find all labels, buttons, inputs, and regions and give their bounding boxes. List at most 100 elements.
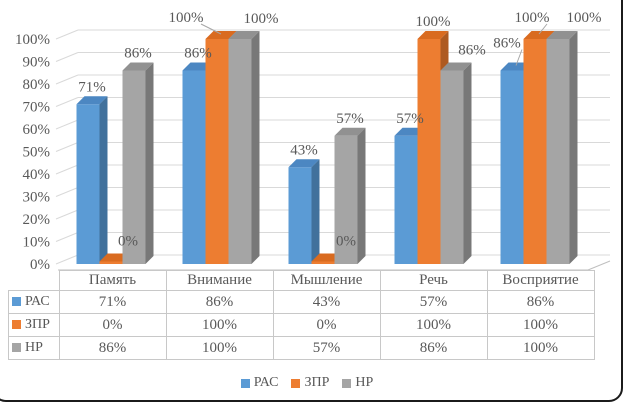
gridline-slant: [55, 29, 79, 40]
table-value-cell: 100%: [379, 313, 488, 337]
y-axis-tick-label: 20%: [23, 212, 51, 228]
table-value-cell: 86%: [165, 290, 274, 314]
y-axis-tick-label: 80%: [23, 77, 51, 93]
bar-top-face: [523, 31, 555, 39]
data-label: 57%: [336, 111, 364, 127]
legend-item-ЗПР: ЗПР: [291, 375, 329, 391]
data-label: 100%: [169, 10, 204, 26]
table-corner-cell: [8, 270, 60, 291]
table-value-cell: 43%: [272, 290, 381, 314]
y-axis-tick-label: 100%: [15, 32, 50, 48]
data-label: 100%: [515, 10, 550, 26]
bar-РАС-Восприятие: [500, 70, 524, 264]
series-key-icon: [12, 320, 21, 329]
bar-РАС-Мышление: [288, 167, 312, 264]
table-value-cell: 86%: [486, 290, 595, 314]
bar-side-face: [145, 62, 154, 264]
bar-side-face: [569, 31, 578, 264]
category-label: Память: [58, 270, 167, 291]
bar-РАС-Внимание: [182, 70, 206, 264]
y-axis-tick-label: 40%: [23, 167, 51, 183]
table-value-cell: 57%: [379, 290, 488, 314]
data-label: 100%: [567, 10, 602, 26]
bar-НР-Речь: [440, 70, 464, 264]
y-axis-tick-label: 30%: [23, 190, 51, 206]
series-key-cell: ЗПР: [8, 313, 60, 337]
label-leader-line: [538, 23, 548, 35]
bar-top-face: [546, 31, 578, 39]
bar-ЗПР-Восприятие: [523, 39, 547, 264]
bar-side-face: [463, 62, 472, 264]
table-value-cell: 100%: [165, 313, 274, 337]
y-axis-tick-label: 50%: [23, 145, 51, 161]
bar-НР-Восприятие: [546, 39, 570, 264]
data-table-body: Память Внимание Мышление Речь Восприятие РАС 7…: [8, 270, 595, 360]
legend-label: РАС: [253, 375, 279, 390]
y-axis-tick-label: 90%: [23, 55, 51, 71]
bar-РАС-Память: [76, 104, 100, 264]
data-label: 100%: [416, 14, 451, 30]
legend-label: ЗПР: [304, 375, 330, 390]
category-label: Внимание: [165, 270, 274, 291]
series-key-icon: [12, 343, 21, 352]
bar-top-face: [205, 31, 237, 39]
table-value-cell: 86%: [379, 336, 488, 360]
bar-top-face: [440, 62, 472, 71]
bar-НР-Мышление: [334, 135, 358, 264]
bar-top-face: [334, 127, 366, 136]
gridline-slant: [55, 209, 79, 220]
bar-top-face: [122, 62, 154, 71]
gridline-slant: [55, 52, 79, 62]
table-row-РАС: РАС 71% 86% 43% 57% 86%: [8, 290, 595, 314]
legend-swatch-icon: [291, 378, 301, 388]
y-axis-tick-label: 0%: [30, 257, 50, 272]
bar-НР-Память: [122, 70, 146, 264]
table-value-cell: 100%: [486, 336, 595, 360]
gridline-slant: [55, 187, 79, 197]
bar-top-face: [288, 159, 320, 168]
data-label: 71%: [78, 79, 106, 95]
bar-ЗПР-Внимание: [205, 39, 229, 264]
bar-side-face: [251, 31, 260, 264]
series-key-cell: РАС: [8, 290, 60, 314]
chart-data-table: Память Внимание Мышление Речь Восприятие РАС 7…: [8, 270, 595, 360]
bar-ЗПР-Речь: [417, 39, 441, 264]
data-label: 86%: [184, 46, 212, 62]
plot-area: 0% 10% 20% 30% 40% 50% 60% 70% 80% 90% 100% 71% 0% 86…: [15, 10, 611, 272]
data-label: 86%: [493, 36, 521, 52]
data-label: 0%: [118, 234, 138, 250]
gridline-slant: [55, 119, 79, 130]
bar-ЗПР-Мышление: [311, 261, 335, 264]
data-label: 86%: [124, 46, 152, 62]
table-value-cell: 100%: [165, 336, 274, 360]
label-leader-line: [515, 49, 523, 66]
data-label: 57%: [396, 111, 424, 127]
category-label: Восприятие: [486, 270, 595, 291]
bar-РАС-Речь: [394, 135, 418, 264]
table-row-НР: НР 86% 100% 57% 86% 100%: [8, 336, 595, 360]
bar-top-face: [76, 96, 108, 105]
data-label: 43%: [290, 142, 318, 158]
floor-right-edge: [587, 260, 611, 271]
category-label: Речь: [379, 270, 488, 291]
y-axis-tick-label: 10%: [23, 235, 51, 251]
table-value-cell: 86%: [58, 336, 167, 360]
legend-label: НР: [355, 375, 374, 390]
table-value-cell: 100%: [486, 313, 595, 337]
table-value-cell: 0%: [58, 313, 167, 337]
bar-top-face: [228, 31, 260, 39]
gridline-slant: [55, 164, 79, 175]
gridline-slant: [55, 97, 79, 107]
data-label: 0%: [336, 234, 356, 250]
gridline-slant: [55, 74, 79, 85]
category-label: Мышление: [272, 270, 381, 291]
y-axis-tick-label: 60%: [23, 122, 51, 138]
legend-swatch-icon: [342, 378, 352, 388]
series-key-cell: НР: [8, 336, 60, 360]
bar-НР-Внимание: [228, 39, 252, 264]
bar-side-face: [357, 127, 366, 264]
bar-top-face: [417, 31, 449, 39]
table-value-cell: 0%: [272, 313, 381, 337]
table-value-cell: 57%: [272, 336, 381, 360]
